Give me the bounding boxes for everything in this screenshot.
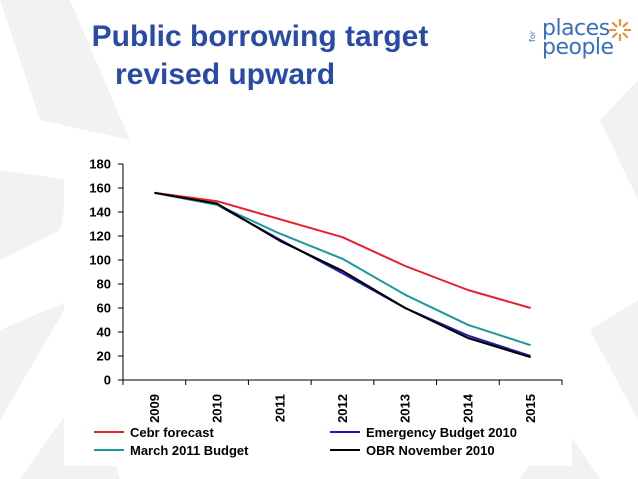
y-tick-label: 160 — [89, 181, 111, 196]
legend-item-emergency-budget-2010: Emergency Budget 2010 — [330, 423, 517, 441]
legend-swatch — [330, 449, 360, 451]
logo-word-people: people — [542, 35, 614, 60]
y-tick-label: 140 — [89, 205, 111, 220]
legend-swatch — [94, 449, 124, 451]
chart-area: 0 20 40 60 80 100 120 140 160 180 2009 2010 2011 2012… — [64, 146, 572, 466]
y-tick-label: 180 — [89, 157, 111, 172]
logo-word-for: for — [528, 31, 537, 42]
y-tick-label: 40 — [97, 325, 111, 340]
y-tick-label: 120 — [89, 229, 111, 244]
legend-swatch — [330, 431, 360, 433]
slide-title-line2: revised upward — [114, 58, 336, 91]
legend-label: Emergency Budget 2010 — [366, 424, 518, 440]
legend-label: March 2011 Budget — [130, 442, 249, 458]
logo-sunburst-icon — [608, 18, 632, 42]
legend-item-obr-november-2010: OBR November 2010 — [330, 441, 495, 459]
x-tick-label: 2015 — [523, 394, 538, 423]
logo-word-places: places — [542, 16, 610, 41]
legend-label: Cebr forecast — [130, 424, 214, 440]
x-tick-label: 2013 — [398, 394, 413, 423]
x-tick-label: 2010 — [210, 394, 225, 423]
slide-title: Public borrowing target revised upward — [0, 18, 520, 94]
y-tick-label: 0 — [104, 373, 111, 388]
legend-swatch — [94, 431, 124, 433]
x-tick-label: 2009 — [147, 394, 162, 423]
series-line-cebr-forecast — [154, 191, 531, 309]
y-tick-label: 100 — [89, 253, 111, 268]
slide-title-line1: Public borrowing target — [91, 20, 429, 53]
borrowing-line-chart: 0 20 40 60 80 100 120 140 160 180 2009 2010 2011 2012… — [89, 157, 563, 423]
legend-label: OBR November 2010 — [366, 442, 495, 458]
series-line-march-2011-budget — [154, 191, 531, 347]
legend-item-march-2011-budget: March 2011 Budget — [94, 441, 249, 459]
x-tick-label: 2014 — [460, 393, 475, 423]
chart-legend: Cebr forecast Emergency Budget 2010 March … — [94, 423, 574, 463]
x-tick-label: 2011 — [272, 394, 287, 422]
legend-item-cebr-forecast: Cebr forecast — [94, 423, 214, 441]
series-line-obr-november-2010 — [154, 191, 531, 359]
series-line-emergency-budget-2010 — [154, 191, 531, 357]
y-tick-label: 80 — [97, 277, 111, 292]
places-for-people-logo: places people for — [526, 18, 632, 66]
y-tick-label: 20 — [97, 349, 111, 364]
x-tick-label: 2012 — [335, 394, 350, 423]
y-tick-label: 60 — [97, 301, 111, 316]
